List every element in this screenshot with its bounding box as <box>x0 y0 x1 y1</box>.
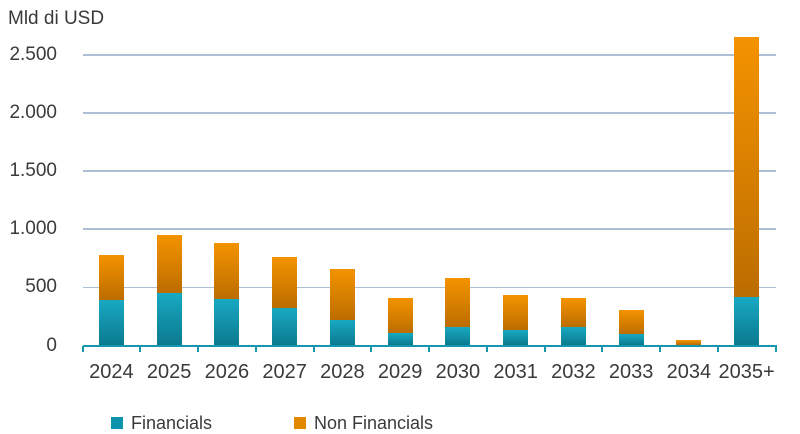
bar-2026-non-financials <box>214 243 240 299</box>
gridline-2500 <box>82 54 776 56</box>
x-axis-tick <box>312 346 315 352</box>
legend-item-non-financials: Non Financials <box>294 412 433 434</box>
bar-2033-non-financials <box>618 310 644 335</box>
bar-2030-financials <box>445 327 471 346</box>
bar-2026-financials <box>214 298 240 346</box>
x-axis-label-2026: 2026 <box>204 361 250 383</box>
x-axis-tick <box>139 346 142 352</box>
gridline-500 <box>82 286 776 289</box>
legend-swatch-non-financials-icon <box>294 417 306 429</box>
legend-swatch-financials-icon <box>111 417 123 429</box>
bar-2031-non-financials <box>503 295 529 330</box>
bar-2030-non-financials <box>445 278 471 328</box>
bar-2032-financials <box>560 326 586 346</box>
x-axis-tick <box>254 346 257 352</box>
bar-2027-financials <box>272 308 298 346</box>
x-axis-label-2031: 2031 <box>493 361 538 383</box>
gridline-2000 <box>82 112 776 114</box>
x-axis-tick <box>659 346 661 352</box>
legend: Financials Non Financials <box>0 412 800 434</box>
x-axis-label-2035+: 2035+ <box>718 361 775 383</box>
x-axis-tick <box>543 346 546 352</box>
bar-2034-non-financials <box>676 340 702 345</box>
x-axis-label-2025: 2025 <box>146 361 192 383</box>
chart-title: Mld di USD <box>8 8 105 29</box>
x-axis-tick <box>716 346 719 352</box>
y-axis-label-2500: 2.500 <box>9 43 57 65</box>
legend-label-non-financials: Non Financials <box>314 412 434 433</box>
legend-item-financials: Financials <box>111 412 212 434</box>
bar-2035+-financials <box>734 296 760 346</box>
x-axis-label-2030: 2030 <box>435 361 481 383</box>
x-axis-tick <box>774 346 777 352</box>
bar-2028-financials <box>329 319 355 346</box>
gridline-1500 <box>82 170 776 172</box>
x-axis-label-2033: 2033 <box>608 361 654 383</box>
bar-2024-non-financials <box>98 254 124 301</box>
bar-2024-financials <box>98 300 124 346</box>
bar-2025-non-financials <box>156 235 182 294</box>
x-axis-label-2028: 2028 <box>320 361 365 383</box>
gridline-1000 <box>82 228 776 230</box>
bar-2025-financials <box>156 293 182 346</box>
x-axis-tick <box>197 346 199 352</box>
y-axis-label-1000: 1.000 <box>9 218 57 240</box>
x-axis-label-2032: 2032 <box>551 361 596 383</box>
x-axis-tick <box>601 346 604 352</box>
x-axis-label-2024: 2024 <box>89 361 134 383</box>
bar-2033-financials <box>618 334 644 346</box>
x-axis-label-2034: 2034 <box>666 361 712 383</box>
y-axis-label-1500: 1.500 <box>9 160 57 182</box>
bar-2035+-non-financials <box>734 37 760 297</box>
bar-2032-non-financials <box>560 297 586 327</box>
x-axis-tick <box>485 346 488 352</box>
y-axis-label-0: 0 <box>46 334 57 356</box>
y-axis-label-500: 500 <box>25 276 57 298</box>
legend-label-financials: Financials <box>131 412 213 433</box>
x-axis-tick <box>370 346 373 352</box>
x-axis-label-2029: 2029 <box>377 361 423 383</box>
x-axis-tick <box>81 346 84 352</box>
bar-2028-non-financials <box>329 269 355 320</box>
bar-2029-financials <box>387 333 413 346</box>
bar-2029-non-financials <box>387 298 413 334</box>
x-axis-tick <box>428 346 430 352</box>
bar-2027-non-financials <box>272 256 298 309</box>
y-axis-label-2000: 2.000 <box>9 101 57 123</box>
bar-2031-financials <box>503 329 529 346</box>
x-axis-label-2027: 2027 <box>262 361 307 383</box>
x-axis-line <box>82 344 777 347</box>
